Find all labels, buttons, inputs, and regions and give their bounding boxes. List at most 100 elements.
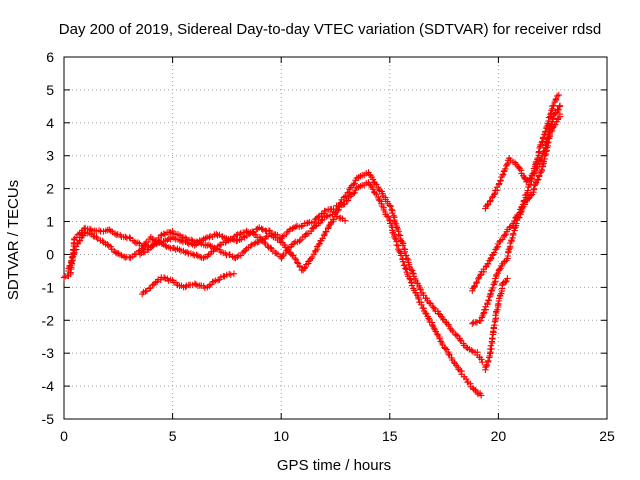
data-point xyxy=(410,273,417,280)
data-point xyxy=(552,110,559,117)
data-point xyxy=(450,358,458,366)
y-tick-labels: -5 -4 -3 -2 -1 0 1 2 3 4 5 6 xyxy=(42,49,55,427)
data-point xyxy=(487,290,494,297)
data-point xyxy=(509,234,516,242)
x-tick-label: 10 xyxy=(273,428,289,444)
data-point xyxy=(214,277,222,284)
data-point xyxy=(499,171,507,178)
data-point xyxy=(477,317,484,324)
data-point xyxy=(296,237,303,245)
data-point xyxy=(233,232,240,239)
y-tick-label: 6 xyxy=(46,49,54,65)
data-point xyxy=(485,357,492,364)
data-point xyxy=(193,251,200,258)
data-point xyxy=(294,259,301,266)
plot-frame xyxy=(63,56,608,420)
data-point xyxy=(426,299,433,306)
chart-title: Day 200 of 2019, Sidereal Day-to-day VTE… xyxy=(59,21,601,38)
data-point xyxy=(531,182,538,189)
series-arc-4 xyxy=(136,211,349,274)
data-point xyxy=(395,231,402,238)
series-arc-1 xyxy=(60,169,486,366)
data-point xyxy=(307,255,315,262)
data-point xyxy=(386,202,393,209)
series-arc-7 xyxy=(482,102,564,212)
data-point xyxy=(227,271,234,278)
data-point xyxy=(388,206,395,213)
data-point xyxy=(323,213,330,220)
data-point xyxy=(350,181,357,188)
data-point xyxy=(399,238,406,246)
data-point xyxy=(536,144,543,152)
data-point xyxy=(536,172,543,179)
data-point xyxy=(99,237,106,245)
data-point xyxy=(369,176,377,183)
data-point xyxy=(473,280,480,287)
data-point xyxy=(556,102,564,109)
data-point xyxy=(389,209,396,217)
plot-border xyxy=(63,56,608,420)
data-point xyxy=(369,186,377,193)
y-tick-label: 1 xyxy=(46,214,54,230)
data-point xyxy=(213,230,220,238)
data-point xyxy=(501,232,508,239)
data-point xyxy=(425,315,432,322)
data-point xyxy=(478,392,485,399)
data-points xyxy=(60,91,564,399)
data-point xyxy=(480,310,487,317)
data-point xyxy=(549,102,556,110)
data-point xyxy=(429,321,436,329)
axis-ticks xyxy=(63,56,608,420)
data-point xyxy=(502,165,509,173)
data-point xyxy=(534,154,541,162)
data-point xyxy=(497,177,504,184)
data-point xyxy=(496,266,503,273)
data-point xyxy=(66,262,73,269)
data-point xyxy=(182,234,189,241)
data-point xyxy=(510,230,517,237)
data-point xyxy=(315,213,322,221)
series-arc-5 xyxy=(469,91,562,294)
data-point xyxy=(527,181,534,188)
data-point xyxy=(552,95,560,103)
data-point xyxy=(279,253,286,260)
data-point xyxy=(390,212,397,219)
data-point xyxy=(417,286,424,293)
data-point xyxy=(516,214,523,221)
data-point xyxy=(491,322,498,329)
data-point xyxy=(140,243,147,251)
y-tick-label: -3 xyxy=(42,345,55,361)
data-point xyxy=(258,225,265,232)
data-point xyxy=(535,176,542,183)
data-point xyxy=(538,166,545,173)
x-tick-labels: 0 5 10 15 20 25 xyxy=(60,428,615,444)
data-point xyxy=(393,241,400,249)
data-point xyxy=(349,190,357,197)
x-tick-label: 0 xyxy=(60,428,68,444)
data-point xyxy=(160,274,168,281)
data-point xyxy=(550,102,557,109)
data-point xyxy=(526,176,533,183)
data-point xyxy=(170,244,178,252)
data-point xyxy=(502,278,509,286)
series-arc-8 xyxy=(482,275,511,373)
y-axis-label: SDTVAR / TECUs xyxy=(5,180,22,300)
y-tick-label: -5 xyxy=(42,411,55,427)
data-point xyxy=(541,147,548,155)
data-point xyxy=(406,275,413,282)
data-point xyxy=(430,304,437,311)
data-point xyxy=(76,237,84,244)
data-point xyxy=(554,106,561,114)
data-point xyxy=(408,267,416,274)
data-point xyxy=(415,295,422,303)
data-point xyxy=(453,331,460,339)
y-tick-label: 5 xyxy=(46,82,54,98)
data-point xyxy=(202,235,209,242)
data-point xyxy=(442,345,449,352)
data-point xyxy=(247,242,254,250)
data-point xyxy=(319,235,326,242)
data-point xyxy=(408,282,416,289)
y-tick-label: 0 xyxy=(46,246,54,262)
series-arc-3 xyxy=(139,270,238,298)
data-point xyxy=(388,222,395,230)
